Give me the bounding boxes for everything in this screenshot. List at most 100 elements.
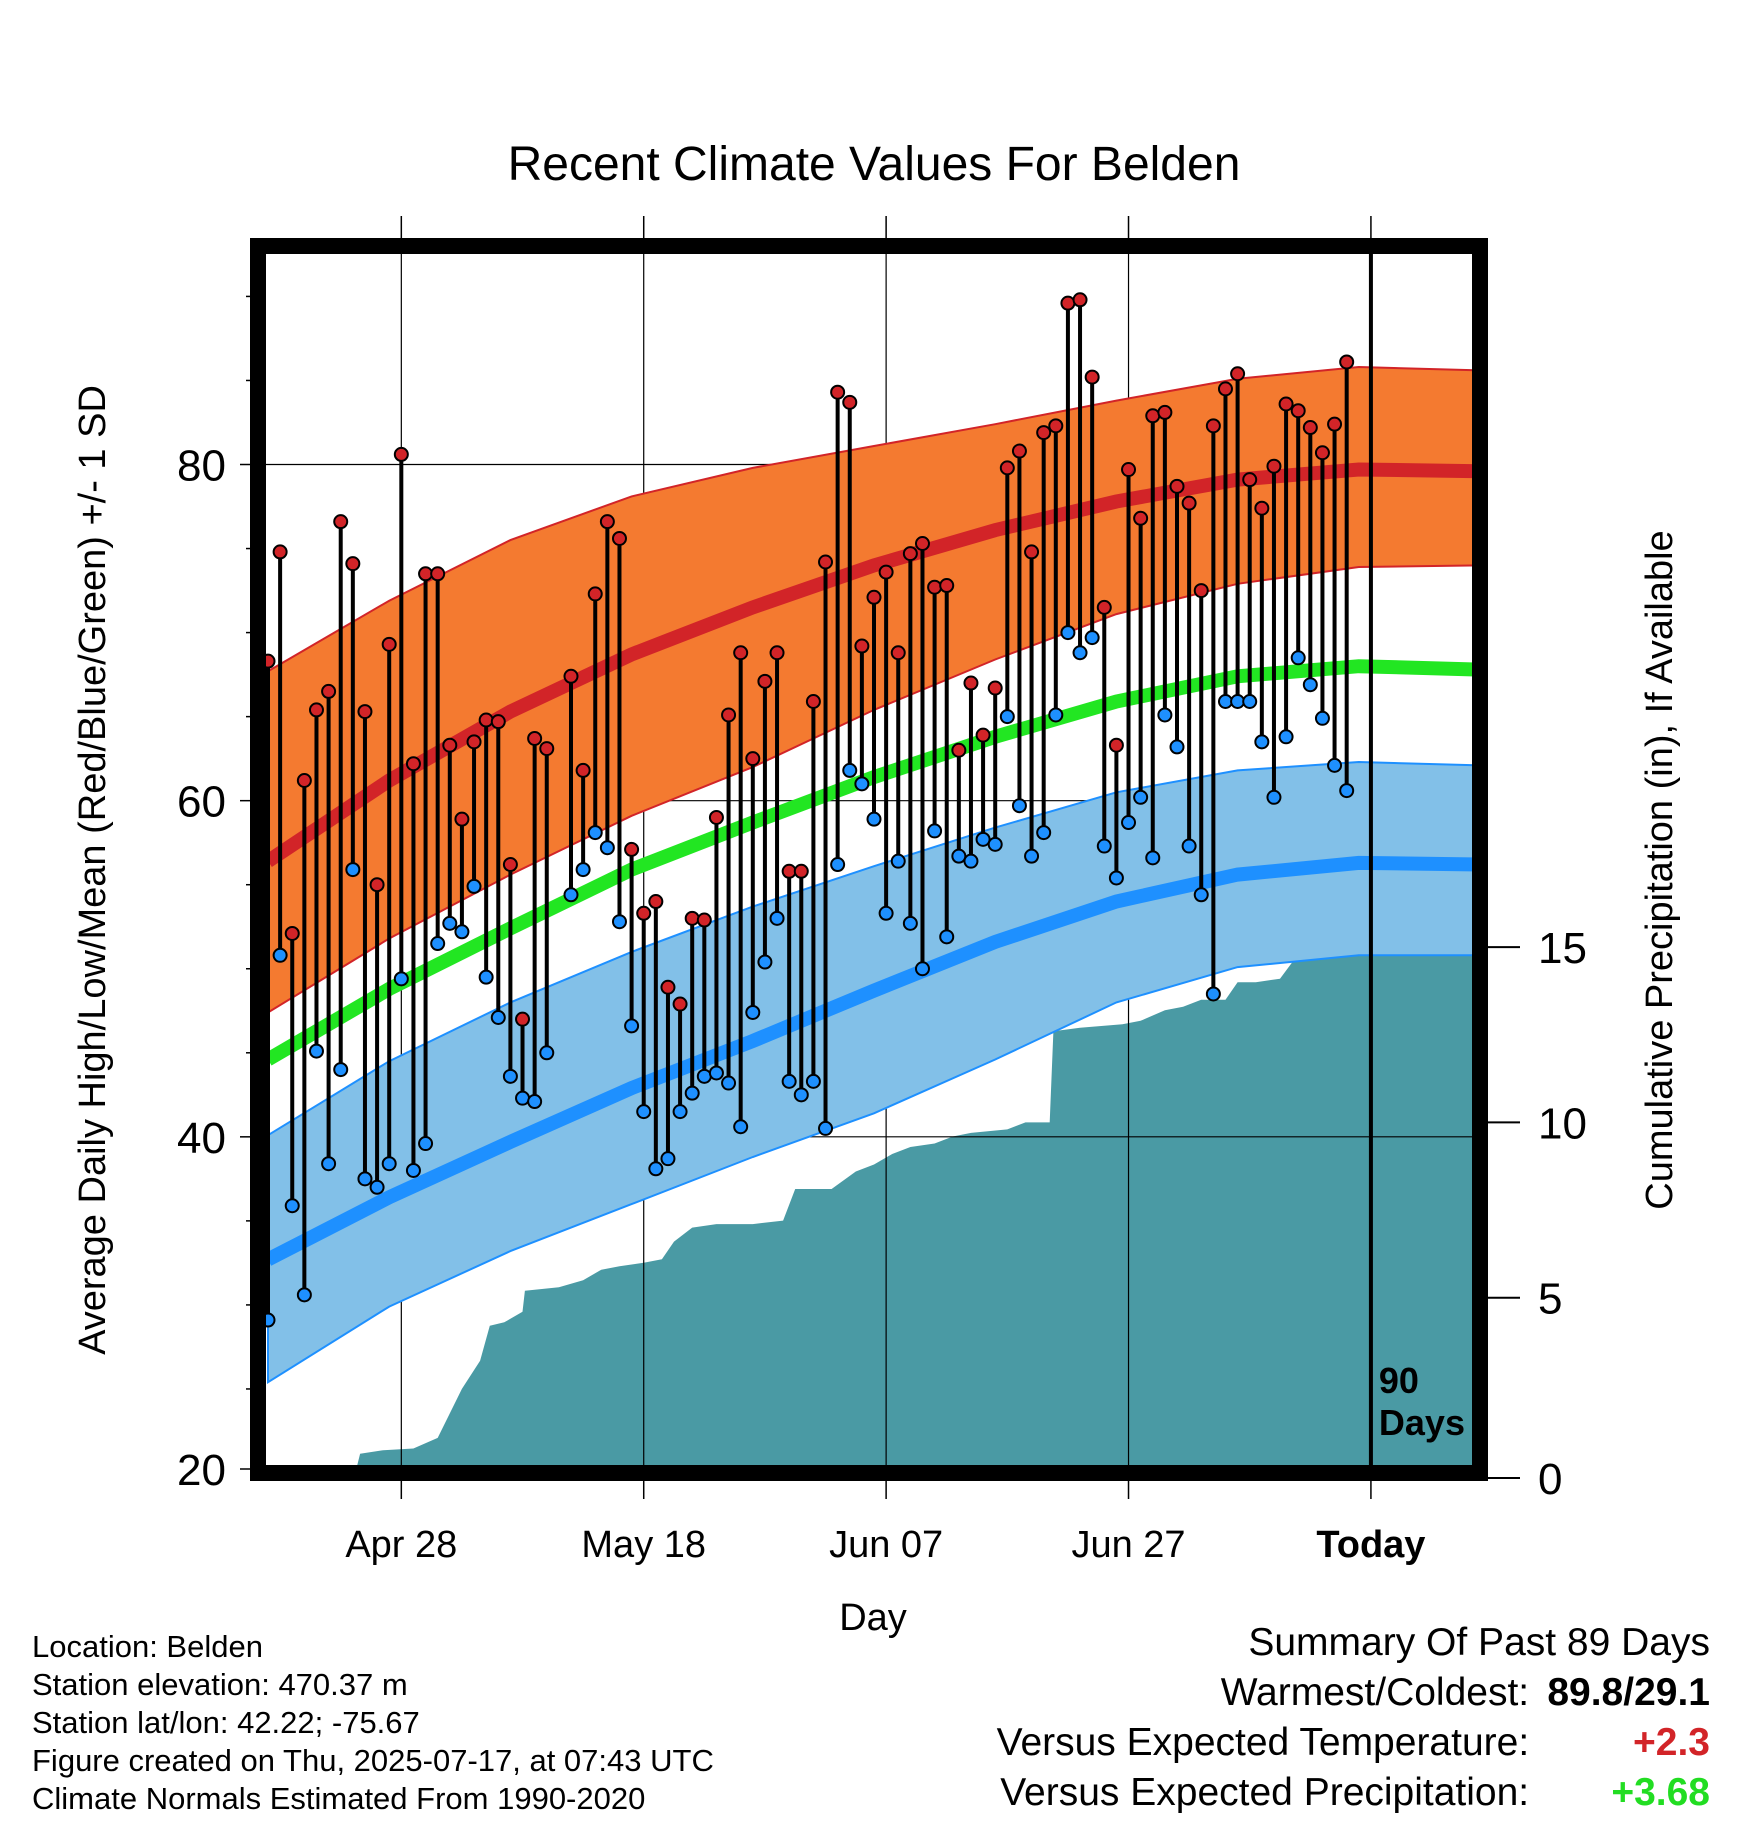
daily-low-point [296,1287,312,1303]
daily-low-point [1157,707,1173,723]
daily-low-point [515,1090,531,1106]
daily-high-point [478,712,494,728]
daily-low-point [1339,783,1355,799]
daily-low-point [430,936,446,952]
daily-low-point [987,836,1003,852]
x-tick-label: Jun 07 [829,1524,943,1566]
daily-high-point [878,564,894,580]
daily-high-point [769,645,785,661]
daily-low-point [1230,694,1246,710]
daily-high-point [430,566,446,582]
daily-high-point [781,863,797,879]
x-tick-label: Apr 28 [345,1524,457,1566]
daily-high-point [418,566,434,582]
warm-cold-label: Warmest/Coldest: [1220,1671,1530,1714]
daily-low-point [1290,650,1306,666]
y-tick-label: 20 [177,1446,226,1495]
daily-high-point [611,530,627,546]
daily-high-point [1121,462,1137,478]
daily-low-point [660,1151,676,1167]
daily-high-point [733,645,749,661]
location-text: Location: Belden [32,1629,263,1664]
daily-low-point [1254,734,1270,750]
daily-high-point [1133,510,1149,526]
daily-low-point [1048,707,1064,723]
daily-high-point [345,556,361,572]
daily-high-point [757,673,773,689]
daily-low-point [357,1171,373,1187]
daily-low-point [1181,838,1197,854]
daily-high-point [951,742,967,758]
x-axis-label: Day [839,1597,907,1639]
daily-low-point [1096,838,1112,854]
daily-low-point [563,887,579,903]
daily-low-point [454,924,470,940]
latlon-text: Station lat/lon: 42.22; -75.67 [32,1705,420,1740]
daily-high-point [490,714,506,730]
daily-low-point [927,823,943,839]
y2-tick-label: 10 [1538,1099,1587,1148]
daily-low-point [757,954,773,970]
daily-low-point [345,862,361,878]
daily-high-point [648,894,664,910]
daily-low-point [478,969,494,985]
daily-high-point [1230,366,1246,382]
daily-high-point [1145,408,1161,424]
daily-high-point [1242,472,1258,488]
daily-high-point [587,586,603,602]
daily-high-point [1339,354,1355,370]
daily-low-point [878,905,894,921]
daily-low-point [818,1120,834,1136]
daily-high-point [1072,292,1088,308]
daily-low-point [575,862,591,878]
daily-high-point [1024,544,1040,560]
daily-high-point [927,579,943,595]
daily-high-point [842,394,858,410]
daily-low-point [1266,789,1282,805]
daily-low-point [684,1085,700,1101]
daily-low-point [527,1094,543,1110]
daily-high-point [660,979,676,995]
daily-high-point [1254,500,1270,516]
daily-high-point [963,675,979,691]
y-tick-label: 40 [177,1114,226,1163]
daily-low-point [1084,630,1100,646]
daily-high-point [854,638,870,654]
daily-low-point [721,1075,737,1091]
daily-low-point [1108,870,1124,886]
daily-low-point [769,910,785,926]
daily-low-point [975,831,991,847]
daily-low-point [696,1068,712,1084]
daily-low-point [939,929,955,945]
daily-high-point [902,546,918,562]
daily-high-point [405,756,421,772]
daily-low-point [284,1198,300,1214]
daily-high-point [1278,396,1294,412]
daily-low-point [1011,798,1027,814]
normal-low-band [267,760,1480,1385]
daily-low-point [587,825,603,841]
daily-low-point [733,1119,749,1135]
daily-high-point [684,910,700,926]
daily-high-point [1157,404,1173,420]
precipitation-area [268,926,1480,1473]
daily-high-point [1036,425,1052,441]
today-marker-count: 90 [1379,1360,1419,1401]
daily-low-point [636,1104,652,1120]
x-tick-label: Jun 27 [1071,1524,1185,1566]
y2-tick-label: 15 [1538,924,1587,973]
daily-low-point [1072,645,1088,661]
daily-high-point [333,514,349,530]
daily-low-point [1302,677,1318,693]
daily-low-point [611,914,627,930]
daily-high-point [805,694,821,710]
daily-high-point [284,925,300,941]
daily-low-point [1327,757,1343,773]
y-tick-label: 60 [177,778,226,827]
daily-low-point [672,1104,688,1120]
daily-high-point [1084,369,1100,385]
daily-high-point [393,446,409,462]
daily-low-point [999,709,1015,725]
